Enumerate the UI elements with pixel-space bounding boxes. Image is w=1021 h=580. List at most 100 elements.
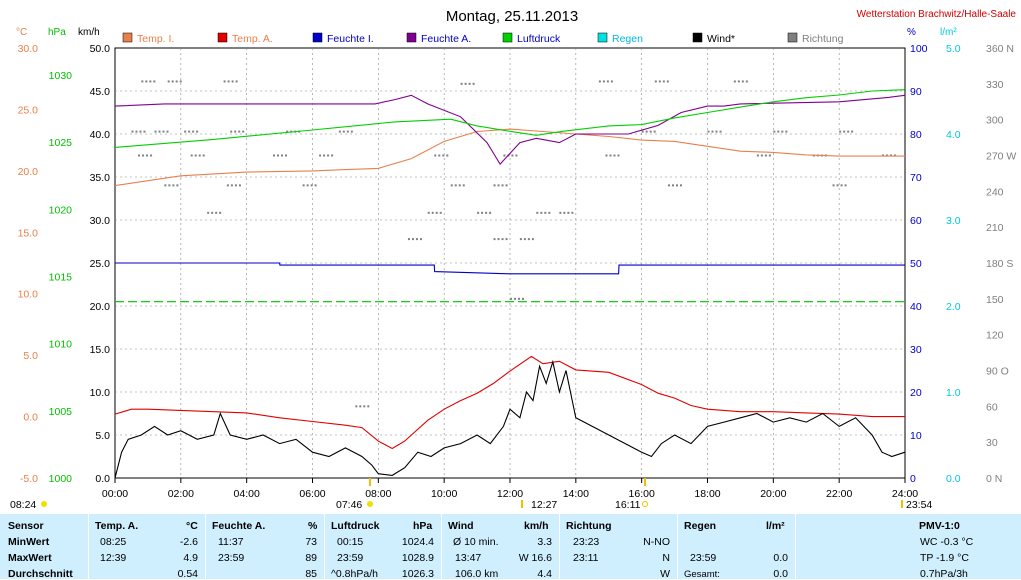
direction-dot — [194, 154, 197, 157]
direction-dot — [281, 154, 283, 157]
pmv-r1: WC -0.3 °C — [920, 536, 974, 548]
series-wind — [114, 359, 906, 479]
direction-dot — [306, 184, 309, 187]
direction-dot — [745, 80, 748, 83]
wind-tick: 20.0 — [90, 301, 111, 313]
wind-header: Wind — [448, 520, 474, 532]
direction-dot — [462, 184, 465, 187]
legend-swatch — [502, 32, 513, 43]
direction-dot — [166, 130, 169, 133]
direction-dot — [563, 211, 566, 214]
direction-dot — [847, 130, 850, 133]
series-temp-i — [114, 128, 905, 187]
feuchte-min-time: 11:37 — [218, 536, 244, 548]
legend-label: Feuchte I. — [327, 33, 374, 45]
direction-tick: 180 S — [986, 258, 1013, 270]
direction-dot — [668, 184, 670, 187]
wind-r1b: 3.3 — [537, 536, 552, 548]
legend-swatch — [122, 32, 133, 43]
direction-dot — [172, 184, 175, 187]
direction-dot — [350, 130, 353, 133]
luft-header: Luftdruck — [331, 520, 380, 532]
x-tick-label: 12:00 — [497, 488, 523, 500]
sun-icon — [367, 501, 373, 507]
direction-dot — [154, 130, 157, 133]
legend-swatch — [692, 32, 703, 43]
direction-dot — [844, 184, 847, 187]
direction-dot — [171, 80, 174, 83]
series-feuchte-a — [114, 94, 906, 166]
humidity-tick: 90 — [910, 86, 922, 98]
direction-dot — [485, 211, 488, 214]
direction-dot — [215, 211, 218, 214]
direction-dot — [493, 238, 496, 241]
temp-max: 4.9 — [183, 552, 198, 564]
moon-icon — [642, 501, 648, 507]
wind-tick: 5.0 — [95, 430, 110, 442]
feuchte-max: 89 — [305, 552, 317, 564]
x-tick-label: 18:00 — [694, 488, 720, 500]
direction-dot — [454, 184, 457, 187]
direction-dot — [518, 297, 520, 300]
luft-avg: 1026.3 — [401, 568, 434, 580]
legend-label: Richtung — [802, 33, 844, 45]
legend-label: Wind* — [707, 33, 735, 45]
rain-tick: 1.0 — [946, 387, 961, 399]
direction-dot — [460, 82, 463, 85]
direction-dot — [839, 130, 842, 133]
direction-dot — [273, 154, 275, 157]
direction-dot — [234, 130, 237, 133]
richtung-r3b: W — [660, 568, 670, 580]
series-temp-a — [114, 355, 905, 450]
x-tick-label: 22:00 — [826, 488, 852, 500]
wind-r2a: 13:47 — [455, 552, 482, 564]
direction-dot — [540, 211, 543, 214]
x-tick-label: 08:00 — [365, 488, 391, 500]
direction-dot — [836, 184, 839, 187]
direction-dot — [672, 184, 674, 187]
direction-dot — [613, 154, 616, 157]
temp-tick: 0.0 — [23, 412, 38, 424]
direction-dot — [327, 154, 330, 157]
direction-dot — [458, 184, 461, 187]
direction-dot — [438, 154, 441, 157]
direction-dot — [411, 238, 414, 241]
temp-tick: 5.0 — [23, 350, 38, 362]
direction-dot — [285, 154, 287, 157]
direction-dot — [355, 405, 358, 408]
pressure-tick: 1000 — [49, 473, 73, 485]
temp-max-time: 12:39 — [100, 552, 127, 564]
direction-dot — [773, 130, 776, 133]
temp-avg: 0.54 — [177, 568, 198, 580]
legend-label: Luftdruck — [517, 33, 561, 45]
direction-dot — [522, 297, 524, 300]
direction-dot — [431, 211, 434, 214]
direction-tick: 210 — [986, 222, 1004, 234]
direction-dot — [653, 130, 656, 133]
pressure-axis-unit: hPa — [48, 27, 66, 38]
direction-tick: 330 — [986, 79, 1004, 91]
direction-dot — [666, 80, 669, 83]
direction-dot — [190, 154, 193, 157]
direction-dot — [231, 80, 234, 83]
row-label-min: MinWert — [8, 536, 50, 548]
richtung-r1a: 23:23 — [573, 536, 600, 548]
direction-tick: 300 — [986, 115, 1004, 127]
richtung-header: Richtung — [566, 520, 612, 532]
direction-dot — [472, 82, 475, 85]
column-separator — [88, 514, 89, 579]
sun-icon — [41, 501, 47, 507]
direction-dot — [346, 130, 349, 133]
x-tick-label: 24:00 — [892, 488, 918, 500]
legend-label: Temp. I. — [137, 33, 174, 45]
humidity-tick: 30 — [910, 344, 922, 356]
temp-tick: 10.0 — [18, 289, 39, 301]
wind-tick: 35.0 — [90, 172, 111, 184]
direction-dot — [302, 184, 305, 187]
direction-tick: 360 N — [986, 43, 1014, 55]
direction-tick: 270 W — [986, 151, 1016, 163]
direction-dot — [741, 80, 744, 83]
regen-r3b: 0.0 — [773, 568, 788, 580]
column-separator — [677, 514, 678, 579]
direction-dot — [150, 154, 153, 157]
